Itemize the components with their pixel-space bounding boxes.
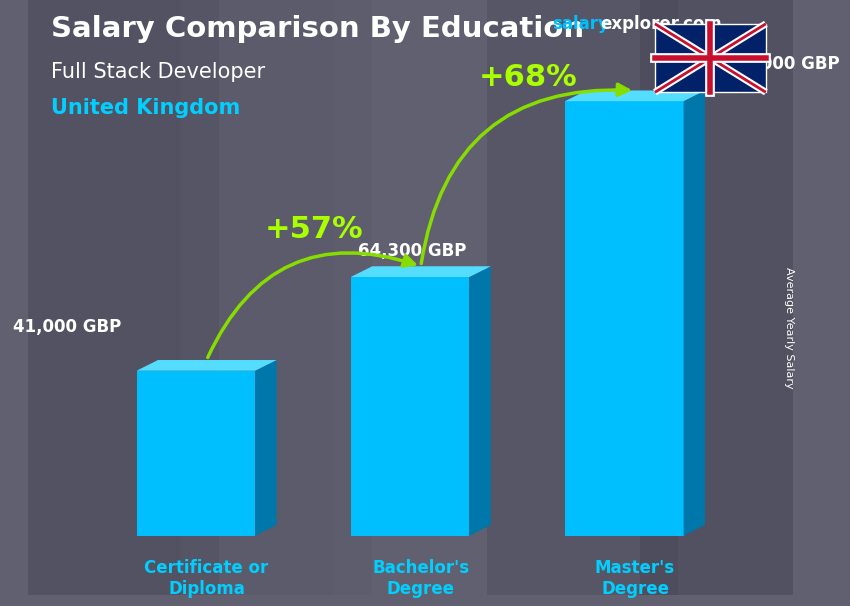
Polygon shape <box>469 266 490 536</box>
Text: United Kingdom: United Kingdom <box>50 98 240 118</box>
Text: 108,000 GBP: 108,000 GBP <box>720 55 840 73</box>
Polygon shape <box>137 371 255 536</box>
Polygon shape <box>639 0 831 595</box>
Polygon shape <box>333 0 524 595</box>
Text: 41,000 GBP: 41,000 GBP <box>13 318 122 336</box>
Polygon shape <box>180 0 371 595</box>
Polygon shape <box>683 90 705 536</box>
Text: Master's
Degree: Master's Degree <box>595 559 675 598</box>
Polygon shape <box>351 266 490 277</box>
Polygon shape <box>565 101 683 536</box>
Polygon shape <box>137 360 276 371</box>
Text: Certificate or
Diploma: Certificate or Diploma <box>144 559 269 598</box>
Polygon shape <box>654 24 766 92</box>
Text: explorer.com: explorer.com <box>600 15 722 33</box>
Polygon shape <box>486 0 677 595</box>
Text: Full Stack Developer: Full Stack Developer <box>50 62 264 82</box>
Text: salary: salary <box>552 15 609 33</box>
Text: +57%: +57% <box>264 215 363 244</box>
Polygon shape <box>351 277 469 536</box>
Text: Bachelor's
Degree: Bachelor's Degree <box>372 559 469 598</box>
Text: Average Yearly Salary: Average Yearly Salary <box>784 267 794 388</box>
Text: Salary Comparison By Education: Salary Comparison By Education <box>50 15 584 43</box>
Polygon shape <box>565 90 705 101</box>
Polygon shape <box>255 360 276 536</box>
Text: 64,300 GBP: 64,300 GBP <box>359 242 467 261</box>
Text: +68%: +68% <box>479 62 577 92</box>
Polygon shape <box>27 0 218 595</box>
